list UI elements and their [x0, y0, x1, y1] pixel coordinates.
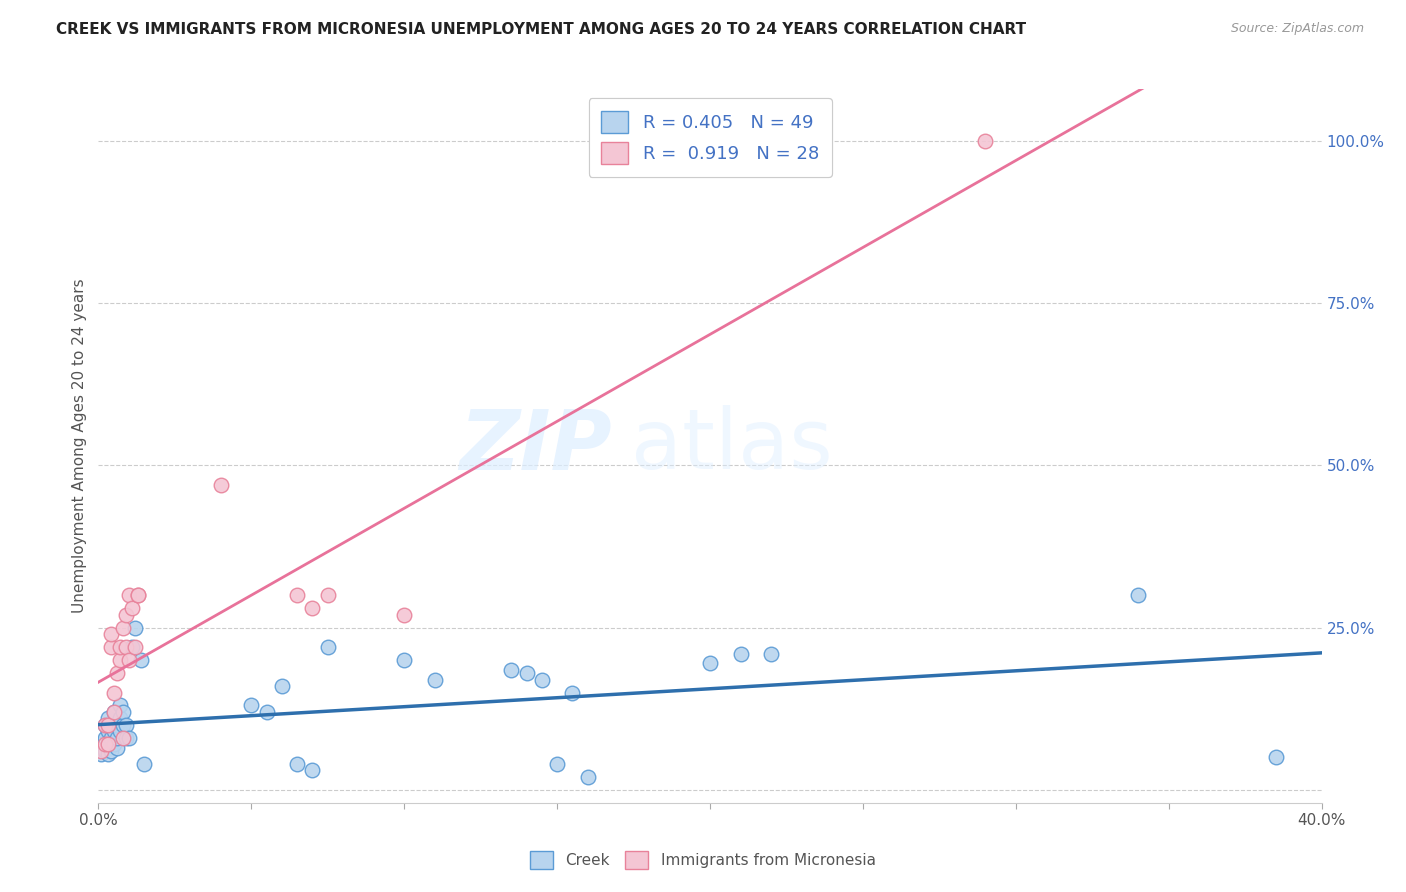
Point: [316, 588, 339, 602]
Point: [93, 718, 115, 732]
Point: [209, 478, 232, 492]
Point: [285, 756, 308, 771]
Point: [124, 640, 146, 654]
Legend: Creek, Immigrants from Micronesia: Creek, Immigrants from Micronesia: [524, 845, 882, 875]
Point: [561, 685, 583, 699]
Point: [115, 731, 138, 745]
Point: [97, 724, 120, 739]
Point: [285, 588, 308, 602]
Point: [108, 640, 131, 654]
Point: [111, 705, 134, 719]
Point: [759, 647, 782, 661]
Point: [699, 657, 721, 671]
Point: [730, 647, 752, 661]
Point: [392, 653, 416, 667]
Point: [90, 738, 112, 752]
Point: [103, 705, 125, 719]
Point: [108, 724, 131, 739]
Text: atlas: atlas: [630, 406, 832, 486]
Legend: R = 0.405   N = 49, R =  0.919   N = 28: R = 0.405 N = 49, R = 0.919 N = 28: [589, 98, 831, 177]
Point: [93, 744, 115, 758]
Point: [103, 738, 125, 752]
Point: [100, 718, 122, 732]
Point: [516, 666, 538, 681]
Point: [121, 601, 143, 615]
Point: [100, 627, 122, 641]
Point: [392, 607, 416, 622]
Point: [105, 718, 128, 732]
Point: [546, 756, 568, 771]
Point: [134, 756, 156, 771]
Text: ZIP: ZIP: [460, 406, 612, 486]
Point: [108, 711, 131, 725]
Point: [256, 705, 278, 719]
Point: [1264, 750, 1286, 764]
Point: [530, 673, 553, 687]
Point: [103, 705, 125, 719]
Point: [100, 744, 122, 758]
Point: [93, 731, 115, 745]
Point: [105, 731, 128, 745]
Point: [97, 718, 120, 732]
Point: [118, 588, 141, 602]
Point: [316, 640, 339, 654]
Point: [103, 685, 125, 699]
Point: [974, 134, 997, 148]
Point: [111, 621, 134, 635]
Point: [105, 666, 128, 681]
Point: [97, 711, 120, 725]
Point: [127, 588, 149, 602]
Point: [270, 679, 292, 693]
Text: Source: ZipAtlas.com: Source: ZipAtlas.com: [1230, 22, 1364, 36]
Point: [90, 744, 112, 758]
Point: [97, 747, 120, 761]
Point: [100, 731, 122, 745]
Point: [501, 663, 523, 677]
Point: [118, 731, 141, 745]
Point: [108, 653, 131, 667]
Point: [301, 601, 323, 615]
Point: [105, 740, 128, 755]
Point: [240, 698, 263, 713]
Point: [115, 718, 138, 732]
Point: [103, 724, 125, 739]
Point: [93, 738, 115, 752]
Point: [301, 764, 323, 778]
Point: [97, 738, 120, 752]
Point: [576, 770, 599, 784]
Point: [423, 673, 446, 687]
Point: [127, 588, 149, 602]
Point: [100, 640, 122, 654]
Point: [93, 718, 115, 732]
Point: [108, 698, 131, 713]
Point: [90, 747, 112, 761]
Point: [97, 738, 120, 752]
Point: [118, 653, 141, 667]
Point: [121, 640, 143, 654]
Point: [111, 718, 134, 732]
Point: [129, 653, 152, 667]
Y-axis label: Unemployment Among Ages 20 to 24 years: Unemployment Among Ages 20 to 24 years: [72, 278, 87, 614]
Point: [115, 607, 138, 622]
Point: [124, 621, 146, 635]
Point: [1128, 588, 1150, 602]
Point: [111, 731, 134, 745]
Text: CREEK VS IMMIGRANTS FROM MICRONESIA UNEMPLOYMENT AMONG AGES 20 TO 24 YEARS CORRE: CREEK VS IMMIGRANTS FROM MICRONESIA UNEM…: [56, 22, 1026, 37]
Point: [115, 640, 138, 654]
